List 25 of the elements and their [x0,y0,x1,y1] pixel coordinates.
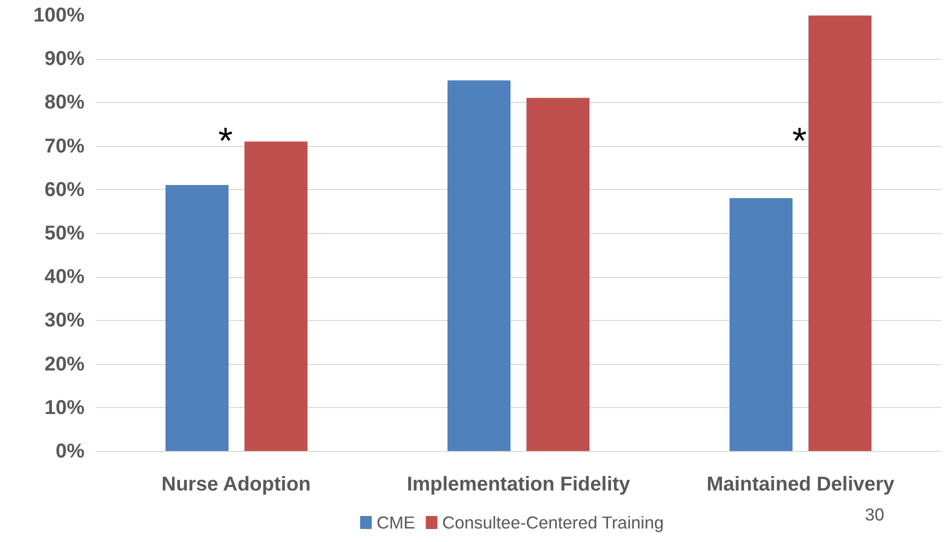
bar [730,198,793,452]
legend-label: Consultee-Centered Training [442,512,664,532]
y-tick-label: 20% [44,353,85,376]
x-tick-label: Nurse Adoption [162,474,311,496]
bar [448,80,511,452]
legend-label: CME [376,512,416,532]
y-tick-label: 70% [44,135,85,158]
bar [808,16,872,452]
y-tick-label: 60% [44,178,85,201]
y-tick-label: 50% [44,222,85,244]
annotation: * [218,120,233,162]
bar [526,98,590,452]
bar [166,185,229,452]
x-tick-label: Maintained Delivery [706,474,896,496]
y-tick-label: 10% [44,396,85,419]
y-tick-label: 0% [56,440,85,462]
y-tick-label: 80% [44,92,85,114]
x-tick-label: Implementation Fidelity [406,474,632,496]
bar [244,141,308,452]
y-tick-label: 30% [44,310,85,332]
text: 30 [864,504,884,524]
y-tick-label: 90% [44,48,85,70]
y-tick-label: 100% [33,4,85,26]
annotation: * [792,120,807,162]
y-tick-label: 40% [44,266,85,288]
